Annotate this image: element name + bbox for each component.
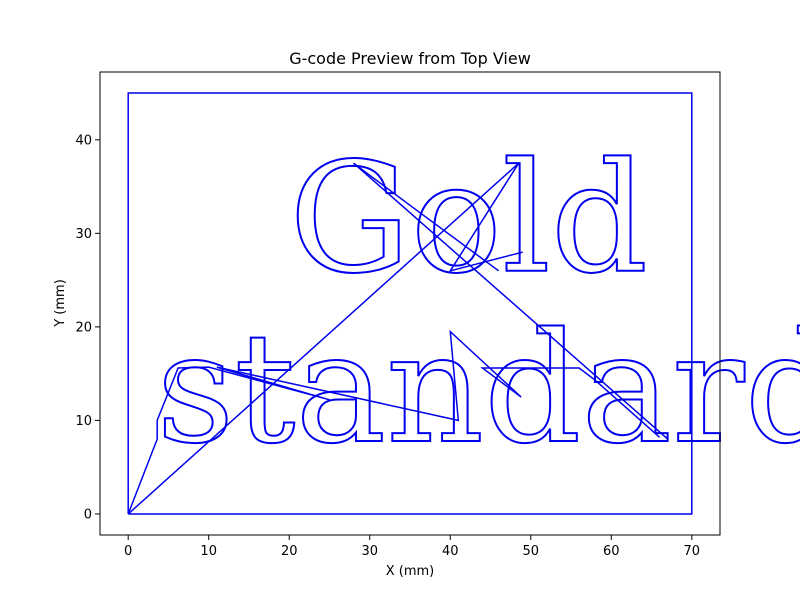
x-tick-label: 70: [684, 544, 701, 559]
x-tick-label: 60: [603, 544, 620, 559]
toolpath-segment-1: [127, 329, 661, 515]
chart-title: G-code Preview from Top View: [289, 49, 531, 68]
y-tick-label: 10: [75, 414, 92, 429]
y-axis-label: Y (mm): [53, 279, 68, 328]
x-tick-label: 10: [200, 544, 217, 559]
toolpath-segment-3: [353, 162, 669, 440]
y-tick-label: 0: [84, 507, 92, 522]
y-tick-label: 40: [75, 133, 92, 148]
y-tick-label: 20: [75, 320, 92, 335]
x-tick-label: 0: [124, 544, 132, 559]
x-axis-label: X (mm): [386, 564, 435, 579]
x-tick-label: 50: [523, 544, 540, 559]
y-axis-ticks: 0 10 20 30 40: [75, 133, 100, 522]
plot-background: [100, 72, 720, 535]
toolpath-text-0: Gold: [289, 130, 648, 307]
toolpath-segment-0: [127, 92, 693, 515]
x-tick-label: 20: [281, 544, 298, 559]
x-tick-label: 30: [361, 544, 378, 559]
y-tick-label: 30: [75, 227, 92, 242]
x-axis-ticks: 0 10 20 30 40 50 60 70: [124, 535, 700, 559]
plot-frame: [99, 71, 721, 536]
toolpath-segment-4: [353, 162, 500, 272]
toolpath-text-1: standard!: [156, 300, 800, 477]
x-tick-label: 40: [442, 544, 459, 559]
